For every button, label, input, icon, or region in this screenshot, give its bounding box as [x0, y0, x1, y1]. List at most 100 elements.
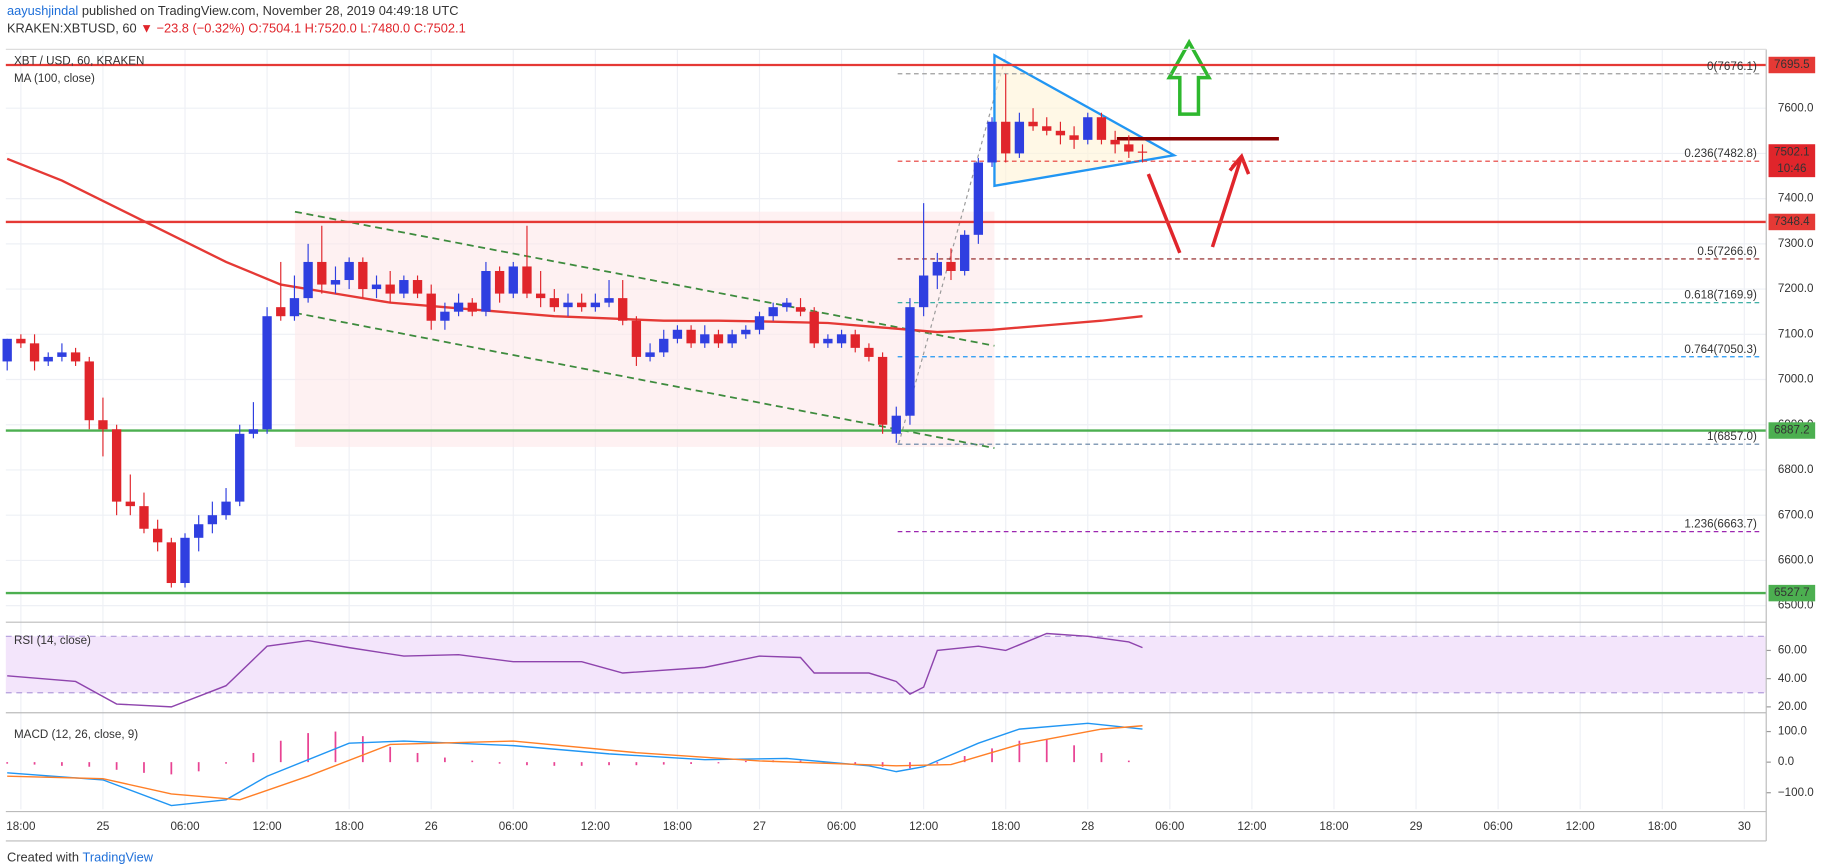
symbol: KRAKEN:XBTUSD, 60	[7, 21, 137, 36]
candle-body	[905, 307, 915, 416]
x-tick-label: 06:00	[827, 820, 857, 833]
candle-body	[946, 261, 956, 271]
candle-body	[358, 261, 368, 290]
x-tick-label: 18:00	[1648, 820, 1678, 833]
candle-body	[453, 302, 464, 312]
candle-body	[891, 415, 901, 434]
candle-body	[57, 352, 67, 357]
candle-body	[139, 506, 149, 529]
arrow-head	[1228, 153, 1251, 175]
candle-body	[43, 356, 53, 362]
x-tick-label: 12:00	[1566, 820, 1596, 833]
candle-body	[1083, 117, 1093, 140]
last-price-label: 7502.1	[1774, 146, 1810, 159]
fib-label: 0.618(7169.9)	[1684, 289, 1757, 302]
candle-body	[918, 275, 929, 308]
y-tick-label: 7200.0	[1778, 282, 1814, 295]
indicator-line	[7, 725, 1143, 801]
candle-body	[494, 270, 505, 294]
x-tick-label: 06:00	[1484, 820, 1514, 833]
candle-body	[768, 307, 778, 317]
publisher[interactable]: aayushjindal	[7, 3, 78, 18]
candle-body	[303, 261, 313, 299]
candle-body	[1110, 139, 1120, 145]
fib-trend	[898, 58, 1006, 444]
candle-body	[754, 316, 765, 330]
footer: Created with TradingView	[7, 850, 154, 865]
y-tick-label: 7400.0	[1778, 192, 1814, 205]
y-tick-label: 6500.0	[1778, 599, 1814, 612]
x-tick-label: 18:00	[1319, 820, 1349, 833]
green-arrow	[1166, 38, 1212, 116]
candle-body	[659, 338, 669, 353]
candle-body	[631, 320, 642, 357]
candle-body	[98, 420, 108, 430]
candle-body	[713, 334, 724, 344]
x-tick-label: 06:00	[1155, 820, 1185, 833]
x-tick-label: 30	[1738, 820, 1751, 833]
y-tick-label: 7300.0	[1778, 237, 1814, 250]
candle-body	[686, 329, 696, 344]
x-tick-label: 12:00	[909, 820, 939, 833]
countdown-label: 10:46	[1777, 162, 1806, 175]
candle-body	[29, 343, 40, 362]
candle-body	[440, 311, 450, 321]
candle-body	[152, 528, 163, 543]
footer-brand[interactable]: TradingView	[83, 850, 154, 865]
candle-body	[741, 329, 751, 335]
candle-body	[385, 284, 395, 294]
candle-body	[248, 429, 259, 434]
candle-body	[1096, 117, 1107, 140]
y-tick-label: 100.0	[1778, 725, 1808, 738]
fib-label: 1(6857.0)	[1707, 430, 1757, 443]
price-title: XBT / USD, 60, KRAKEN	[14, 54, 144, 67]
published: published on TradingView.com, November 2…	[82, 3, 459, 18]
level-label: 7695.5	[1774, 58, 1810, 71]
candle-body	[235, 433, 245, 502]
y-tick-label: 6700.0	[1778, 508, 1814, 521]
x-tick-label: 28	[1081, 820, 1094, 833]
arrow-down	[1146, 173, 1182, 254]
candle-body	[111, 429, 122, 502]
y-tick-label: 7000.0	[1778, 373, 1814, 386]
candle-body	[194, 524, 204, 538]
x-tick-label: 18:00	[6, 820, 36, 833]
y-tick-label: 6800.0	[1778, 463, 1814, 476]
candle-body	[522, 266, 532, 294]
y-tick-label: 7100.0	[1778, 327, 1814, 340]
indicator-line	[7, 632, 1143, 708]
x-tick-label: 06:00	[499, 820, 529, 833]
candle-body	[70, 352, 81, 362]
candle-body	[317, 261, 327, 285]
candle-body	[16, 338, 26, 344]
macd-title: MACD (12, 26, close, 9)	[14, 728, 138, 741]
fib-label: 0(7676.1)	[1707, 60, 1757, 73]
x-tick-label: 18:00	[991, 820, 1021, 833]
candle-body	[1124, 144, 1134, 152]
data: 0(7676.1) 0.236(7482.8) 0.5(7266.6) 0.618(7…	[2, 60, 1767, 807]
candle-body	[276, 307, 286, 317]
change: ▼ −23.8 (−0.32%)	[140, 21, 245, 36]
ohlc: O:7504.1 H:7520.0 L:7480.0 C:7502.1	[248, 21, 465, 36]
candle-body	[412, 280, 423, 294]
candle-body	[262, 316, 272, 430]
indicator-line	[7, 722, 1143, 807]
publish-line: aayushjindal published on TradingView.co…	[7, 3, 459, 18]
candle-body	[795, 307, 806, 312]
y-tick-label: −100.0	[1778, 786, 1814, 799]
candle-body	[864, 347, 874, 357]
x-tick-label: 12:00	[1237, 820, 1267, 833]
candle-body	[508, 266, 518, 294]
symbol-line: KRAKEN:XBTUSD, 60 ▼ −23.8 (−0.32%) O:750…	[7, 21, 466, 36]
candle-body	[180, 537, 190, 584]
candle-body	[344, 261, 354, 281]
candle-body	[645, 352, 655, 357]
candle-body	[782, 302, 792, 308]
fib-label: 0.764(7050.3)	[1684, 343, 1757, 356]
candle-body	[563, 302, 573, 308]
candle-body	[960, 234, 970, 271]
level-tag	[1768, 584, 1816, 602]
footer-prefix: Created with	[7, 850, 79, 865]
candle-body	[809, 311, 819, 344]
